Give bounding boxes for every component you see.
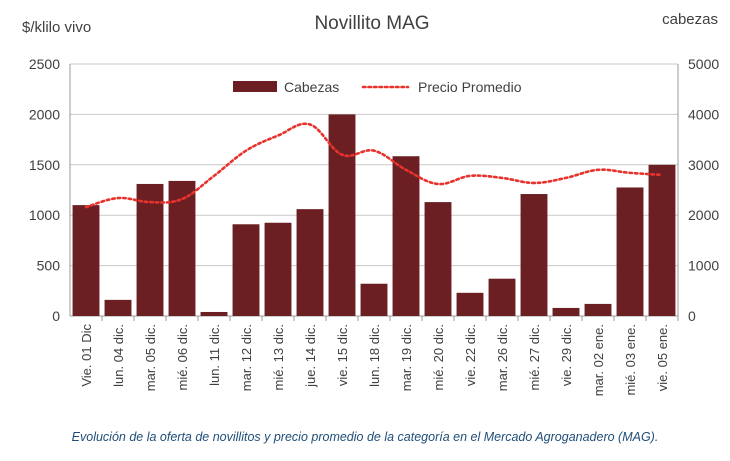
bar-cabezas — [232, 224, 260, 316]
bar-cabezas — [72, 205, 100, 316]
bar-cabezas — [392, 156, 420, 316]
bar-cabezas — [360, 283, 388, 316]
y-left-tick-label: 500 — [37, 258, 61, 274]
x-tick-label: jue. 14 dic. — [303, 324, 318, 388]
y-left-tick-label: 1500 — [29, 157, 60, 173]
bar-cabezas — [104, 299, 132, 316]
x-tick-label: lun. 18 dic. — [367, 324, 382, 387]
y-right-tick-label: 3000 — [688, 157, 719, 173]
chart-caption: Evolución de la oferta de novillitos y p… — [71, 430, 659, 444]
x-tick-label: mar. 19 dic. — [399, 324, 414, 391]
x-tick-label: vie. 15 dic. — [335, 324, 350, 386]
x-tick-label: mié. 13 dic. — [271, 324, 286, 390]
x-tick-label: mié. 27 dic. — [527, 324, 542, 390]
bar-cabezas — [424, 202, 452, 316]
legend-label-precio: Precio Promedio — [418, 79, 522, 95]
x-tick-label: vie. 05 ene. — [655, 324, 670, 391]
bar-cabezas — [456, 292, 484, 316]
y-left-tick-label: 1000 — [29, 207, 60, 223]
y-left-tick-label: 2000 — [29, 106, 60, 122]
line-precio-promedio — [84, 122, 664, 209]
x-tick-label: mié. 20 dic. — [431, 324, 446, 390]
bar-cabezas — [584, 303, 612, 316]
y-left-tick-label: 0 — [52, 308, 60, 324]
bar-cabezas — [648, 164, 676, 316]
x-tick-label: mié. 06 dic. — [175, 324, 190, 390]
bar-cabezas — [264, 222, 292, 316]
x-tick-label: mar. 26 dic. — [495, 324, 510, 391]
y-right-axis-title: cabezas — [662, 11, 718, 28]
y-right-tick-label: 4000 — [688, 106, 719, 122]
bar-cabezas — [328, 114, 356, 317]
x-tick-label: lun. 04 dic. — [111, 324, 126, 387]
x-tick-label: mié. 03 ene. — [623, 324, 638, 396]
bar-cabezas — [616, 187, 644, 316]
bar-cabezas — [296, 209, 324, 316]
legend-swatch-cabezas — [233, 81, 277, 92]
chart-title: Novillito MAG — [314, 13, 429, 34]
bar-cabezas — [168, 180, 196, 316]
x-tick-label: mar. 12 dic. — [239, 324, 254, 391]
y-left-axis-title: $/klilo vivo — [22, 19, 91, 36]
legend-label-cabezas: Cabezas — [284, 79, 339, 95]
bar-cabezas — [136, 183, 164, 316]
bar-cabezas — [520, 194, 548, 316]
y-right-tick-label: 2000 — [688, 207, 719, 223]
x-tick-label: lun. 11 dic. — [207, 324, 222, 386]
y-left-tick-label: 2500 — [29, 56, 60, 72]
bar-cabezas — [552, 307, 580, 316]
y-right-tick-label: 0 — [688, 308, 696, 324]
x-tick-label: mar. 02 ene. — [591, 324, 606, 396]
x-tick-label: Vie. 01 Dic — [79, 324, 94, 387]
bar-cabezas — [200, 311, 228, 316]
y-right-tick-label: 1000 — [688, 258, 719, 274]
x-tick-label: vie. 29 dic. — [559, 324, 574, 386]
bar-cabezas — [488, 278, 516, 316]
x-tick-label: vie. 22 dic. — [463, 324, 478, 386]
y-right-tick-label: 5000 — [688, 56, 719, 72]
x-tick-label: mar. 05 dic. — [143, 324, 158, 391]
